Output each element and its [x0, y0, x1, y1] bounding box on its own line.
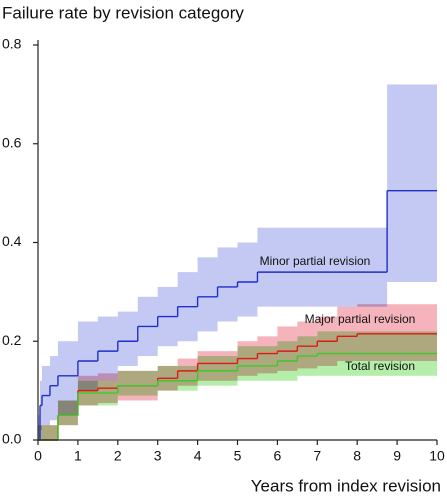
y-tick-label: 0.8 [2, 36, 22, 52]
x-tick-label: 4 [194, 448, 202, 464]
x-tick-label: 0 [34, 448, 42, 464]
confidence-band [57, 341, 78, 416]
series-label: Major partial revision [305, 312, 416, 326]
confidence-band [237, 242, 258, 317]
confidence-band [117, 311, 138, 366]
x-tick-label: 9 [393, 448, 401, 464]
x-tick-label: 5 [234, 448, 242, 464]
x-tick-label: 6 [274, 448, 282, 464]
x-tick-label: 10 [429, 448, 445, 464]
x-tick-label: 1 [74, 448, 82, 464]
confidence-band [38, 425, 58, 440]
x-tick-label: 3 [154, 448, 162, 464]
confidence-band [49, 356, 58, 421]
chart-title: Failure rate by revision category [2, 3, 244, 22]
series-label: Minor partial revision [260, 254, 371, 268]
confidence-band [217, 247, 238, 322]
confidence-band [77, 321, 98, 391]
series-label: Total revision [345, 359, 415, 373]
x-tick-label: 2 [114, 448, 122, 464]
confidence-band [97, 316, 118, 381]
confidence-band [257, 227, 388, 307]
axes: 0.0 0.2 0.4 0.6 0.8 0 1 2 3 4 5 6 7 8 9 10 [2, 36, 445, 464]
confidence-band [57, 400, 78, 426]
x-axis-title: Years from index revision [251, 476, 441, 495]
confidence-band [237, 346, 278, 381]
y-tick-label: 0.6 [2, 134, 22, 150]
bands [38, 84, 437, 440]
y-tick-label: 0.4 [2, 233, 22, 249]
confidence-band [197, 257, 218, 332]
confidence-band [387, 84, 437, 282]
x-tick-label: 8 [353, 448, 361, 464]
confidence-band [117, 370, 158, 396]
y-tick-label: 0.0 [2, 431, 22, 447]
lines [38, 189, 437, 441]
x-tick-label: 7 [313, 448, 321, 464]
y-tick-label: 0.2 [2, 332, 22, 348]
